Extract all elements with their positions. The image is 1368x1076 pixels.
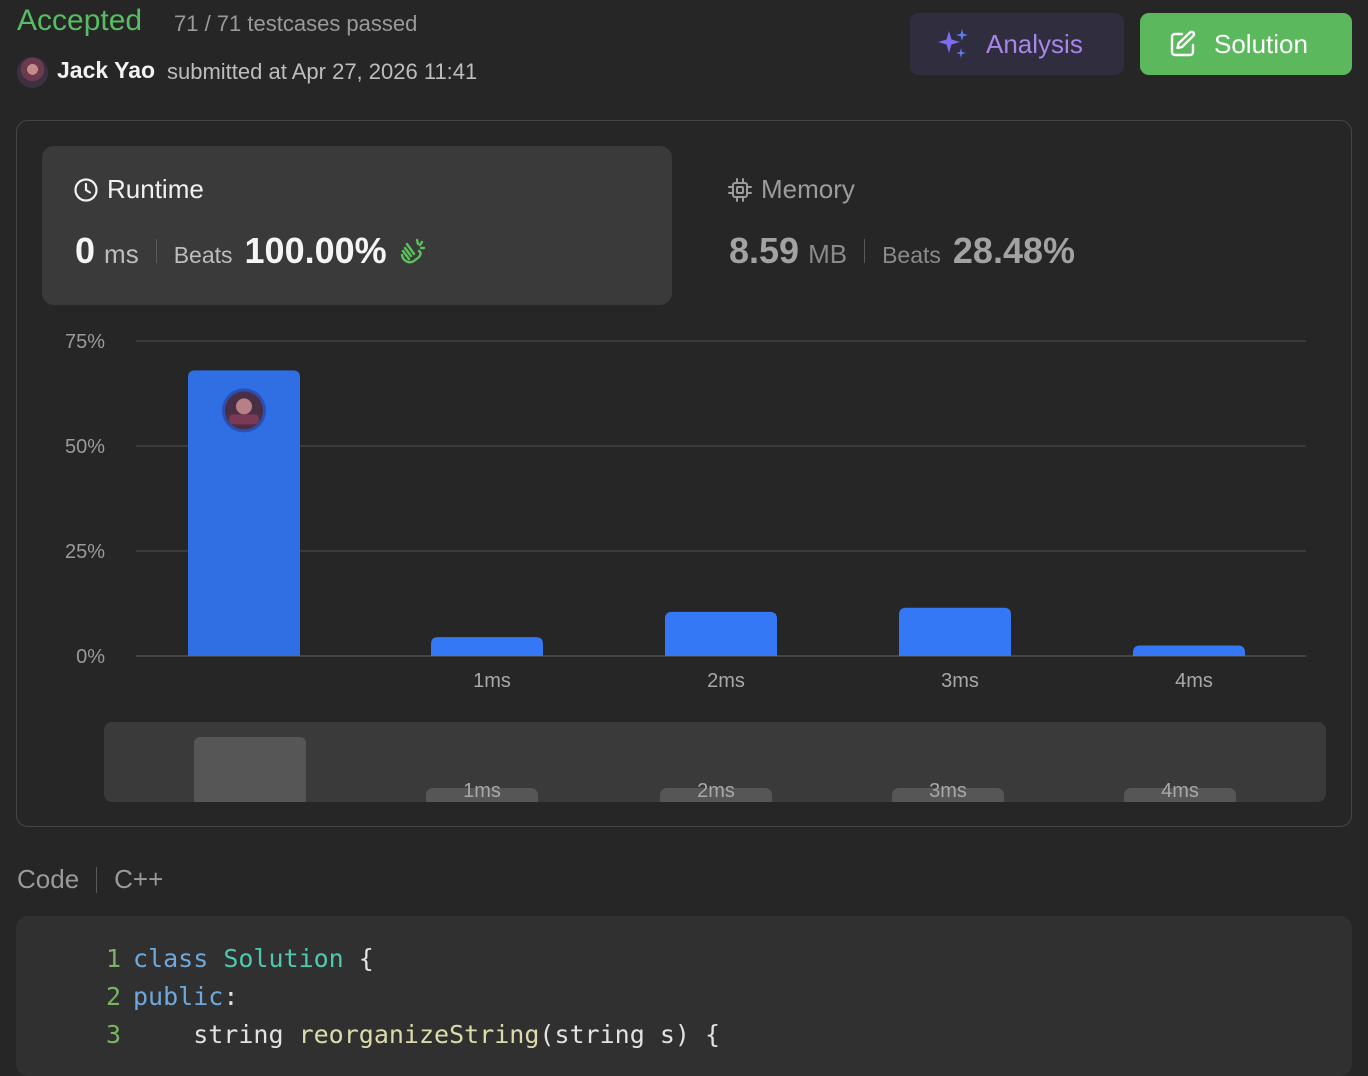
runtime-unit: ms (104, 239, 139, 269)
navigator-label: 2ms (697, 780, 735, 802)
memory-unit: MB (808, 239, 848, 269)
runtime-title-label: Runtime (107, 174, 204, 204)
chip-icon (728, 177, 752, 202)
solution-button[interactable]: Solution (1140, 13, 1352, 75)
chart-bar[interactable] (431, 637, 543, 656)
testcases-passed: 71 / 71 testcases passed (174, 11, 418, 36)
runtime-beats-label: Beats (173, 242, 233, 268)
navigator-bar (1124, 788, 1236, 802)
line-number: 2 (105, 982, 121, 1011)
code-token: string (133, 1020, 299, 1049)
submitted-time: submitted at Apr 27, 2026 11:41 (167, 59, 478, 84)
line-number: 1 (105, 944, 121, 973)
y-tick-label: 0% (76, 646, 105, 668)
runtime-title: Runtime (73, 174, 204, 205)
user-marker-detail (229, 414, 259, 425)
code-token: { (343, 944, 374, 973)
runtime-card[interactable] (42, 146, 672, 305)
analysis-label: Analysis (986, 28, 1083, 59)
user-avatar[interactable] (17, 57, 48, 88)
user-name[interactable]: Jack Yao (57, 57, 156, 83)
runtime-metric: 0 ms Beats 100.00% (75, 230, 427, 272)
runtime-beats-value: 100.00% (244, 230, 387, 271)
y-tick-label: 25% (65, 541, 105, 563)
divider (155, 239, 157, 263)
x-tick-label: 4ms (1175, 670, 1213, 692)
chart-bar[interactable] (899, 607, 1011, 656)
x-tick-label: 2ms (707, 670, 745, 692)
memory-metric: 8.59 MB Beats 28.48% (729, 230, 1075, 272)
line-number: 3 (105, 1020, 121, 1049)
navigator-label: 4ms (1161, 780, 1199, 802)
analysis-button[interactable]: Analysis (910, 13, 1124, 75)
clock-icon (74, 177, 98, 202)
user-marker-face (236, 398, 252, 415)
x-tick-label: 1ms (473, 670, 511, 692)
navigator-bar (660, 788, 772, 802)
memory-value: 8.59 (729, 230, 800, 271)
code-label: Code (17, 864, 80, 894)
code-block[interactable]: 1 class Solution {2 public: 3 string reorga… (16, 916, 1352, 1076)
navigator-bar (194, 737, 306, 802)
navigator-bar (426, 788, 538, 802)
code-text: class Solution { (133, 944, 374, 973)
code-text: string reorganizeString(string s) { (133, 1020, 720, 1049)
code-token: public (133, 982, 224, 1011)
code-text: public: (133, 982, 238, 1011)
divider (96, 866, 98, 893)
chart-navigator[interactable]: 1ms 2ms 3ms 4ms (104, 722, 1326, 802)
code-language: C++ (114, 864, 164, 894)
chart-bar[interactable] (665, 611, 777, 656)
navigator-bar (892, 788, 1004, 802)
code-token: (string s) { (539, 1020, 721, 1049)
navigator-label: 3ms (929, 780, 967, 802)
memory-title[interactable]: Memory (727, 174, 855, 205)
memory-beats-label: Beats (882, 242, 941, 268)
code-token: reorganizeString (298, 1020, 540, 1049)
code-token (208, 944, 223, 973)
memory-title-label: Memory (761, 174, 855, 204)
y-tick-label: 50% (65, 436, 105, 458)
navigator-label: 1ms (463, 780, 501, 802)
solution-label: Solution (1214, 28, 1308, 59)
runtime-distribution-chart[interactable]: 0% 25% 50% 75% 1ms 2ms 3ms 4ms (40, 325, 1330, 705)
y-tick-label: 75% (65, 331, 105, 353)
edit-icon (1170, 30, 1196, 57)
code-token: Solution (223, 944, 344, 973)
result-panel (16, 120, 1352, 827)
clapping-hands-icon (400, 238, 425, 264)
memory-beats-value: 28.48% (952, 230, 1076, 271)
chart-bar[interactable] (188, 370, 300, 656)
submission-status: Accepted (17, 4, 143, 37)
sparkles-icon (938, 29, 968, 58)
code-token: : (223, 982, 239, 1011)
code-header: Code C++ (17, 864, 163, 895)
runtime-value: 0 (75, 230, 96, 271)
divider (864, 239, 866, 263)
code-token: class (133, 944, 209, 973)
chart-bar[interactable] (1133, 645, 1245, 657)
x-tick-label: 3ms (941, 670, 979, 692)
